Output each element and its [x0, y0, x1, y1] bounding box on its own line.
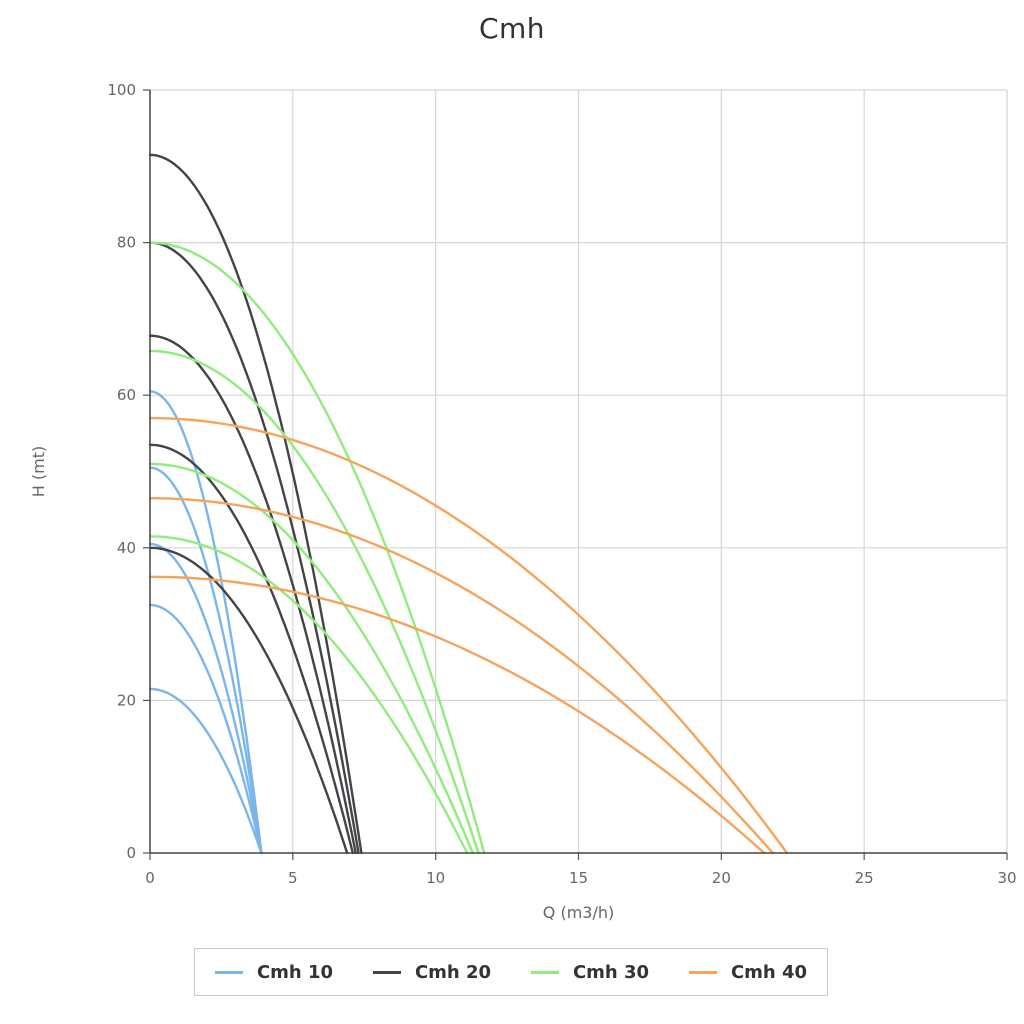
x-tick-label: 30	[997, 869, 1016, 887]
y-tick-label: 40	[117, 539, 136, 557]
series-line-cmh-10-3[interactable]	[148, 542, 263, 855]
curves	[148, 153, 789, 855]
y-tick-label: 20	[117, 691, 136, 709]
series-line-cmh-30-4[interactable]	[148, 535, 469, 855]
x-tick-label: 10	[426, 869, 445, 887]
chart-plot-area: 0 5 10 15 20 25 30 0 20 40 60 80 100 Q (m3/h) H (mt)	[29, 81, 1017, 922]
x-tick-label: 0	[145, 869, 155, 887]
x-tick-label: 20	[712, 869, 731, 887]
legend-label: Cmh 10	[256, 961, 334, 983]
series-line-cmh-30-1[interactable]	[148, 241, 486, 855]
series-line-cmh-30-2[interactable]	[148, 349, 480, 855]
series-line-cmh-20-3[interactable]	[148, 334, 357, 855]
series-line-cmh-10-5[interactable]	[148, 687, 263, 855]
legend-label: Cmh 20	[414, 961, 492, 983]
grid	[150, 89, 1008, 853]
legend-item-cmh-20[interactable]: Cmh 20	[372, 961, 492, 983]
y-tick-label: 60	[117, 386, 136, 404]
series-line-cmh-30-3[interactable]	[148, 462, 474, 855]
legend-swatch	[688, 970, 717, 974]
legend-item-cmh-40[interactable]: Cmh 40	[688, 961, 808, 983]
legend-item-cmh-30[interactable]: Cmh 30	[530, 961, 650, 983]
series-line-cmh-40-3[interactable]	[148, 575, 766, 855]
x-axis-title: Q (m3/h)	[543, 903, 614, 922]
chart-title: Cmh	[478, 12, 546, 45]
x-tick-label: 15	[569, 869, 588, 887]
legend-item-cmh-10[interactable]: Cmh 10	[214, 961, 334, 983]
legend-swatch	[530, 970, 559, 974]
legend-swatch	[372, 970, 401, 974]
series-line-cmh-40-2[interactable]	[148, 497, 774, 855]
x-tick-label: 5	[288, 869, 298, 887]
series-line-cmh-20-2[interactable]	[148, 241, 360, 855]
series-line-cmh-20-5[interactable]	[148, 546, 349, 855]
legend-label: Cmh 30	[572, 961, 650, 983]
series-line-cmh-20-1[interactable]	[148, 153, 363, 855]
axes: 0 5 10 15 20 25 30 0 20 40 60 80 100	[107, 81, 1016, 887]
series-line-cmh-10-1[interactable]	[148, 390, 263, 855]
legend-label: Cmh 40	[730, 961, 808, 983]
legend-swatch	[214, 970, 243, 974]
x-tick-label: 25	[855, 869, 874, 887]
y-tick-label: 80	[117, 234, 136, 252]
y-tick-label: 0	[126, 844, 136, 862]
series-line-cmh-10-4[interactable]	[148, 603, 263, 855]
series-line-cmh-10-2[interactable]	[148, 466, 263, 855]
legend: Cmh 10 Cmh 20 Cmh 30 Cmh 40	[194, 948, 828, 996]
series-line-cmh-20-4[interactable]	[148, 443, 354, 855]
y-axis-title: H (mt)	[29, 446, 48, 497]
series-line-cmh-40-1[interactable]	[148, 416, 789, 855]
y-tick-label: 100	[107, 81, 136, 99]
